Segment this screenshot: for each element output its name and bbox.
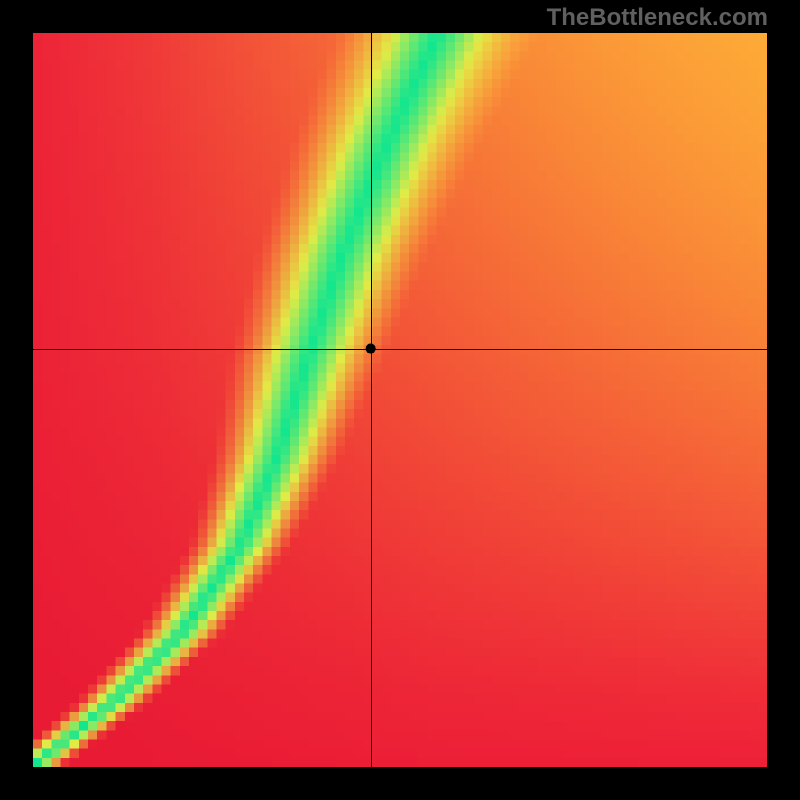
crosshair-overlay [33,33,767,767]
watermark-text: TheBottleneck.com [547,4,768,32]
